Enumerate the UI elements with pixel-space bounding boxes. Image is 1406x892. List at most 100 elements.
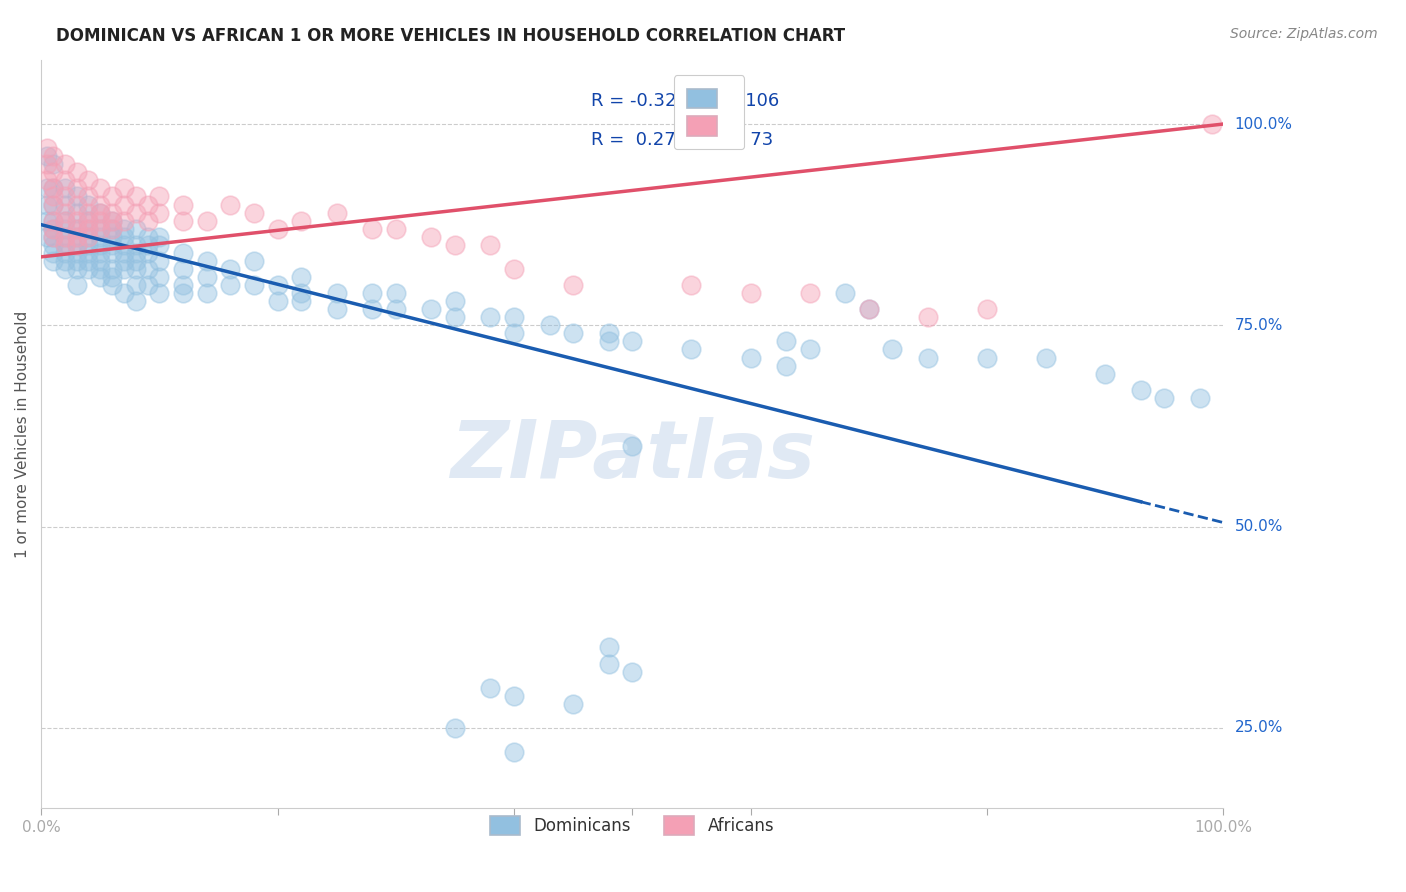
Text: R =  0.272   N =  73: R = 0.272 N = 73 bbox=[591, 131, 773, 149]
Point bbox=[420, 302, 443, 317]
Point bbox=[101, 278, 124, 293]
Point bbox=[42, 165, 65, 179]
Point bbox=[65, 205, 87, 219]
Point bbox=[53, 229, 76, 244]
Point bbox=[136, 278, 159, 293]
Point bbox=[101, 213, 124, 227]
Point bbox=[385, 286, 408, 301]
Point bbox=[1129, 383, 1152, 397]
Point bbox=[65, 221, 87, 235]
Text: 50.0%: 50.0% bbox=[1234, 519, 1282, 534]
Point bbox=[35, 229, 58, 244]
Point bbox=[775, 334, 797, 349]
Point bbox=[266, 278, 288, 293]
Point bbox=[53, 157, 76, 171]
Text: R = -0.323   N = 106: R = -0.323 N = 106 bbox=[591, 92, 779, 110]
Point bbox=[53, 262, 76, 277]
Point bbox=[112, 181, 135, 195]
Point bbox=[65, 237, 87, 252]
Point bbox=[53, 213, 76, 227]
Point bbox=[53, 237, 76, 252]
Point bbox=[89, 205, 111, 219]
Point bbox=[219, 197, 242, 211]
Point bbox=[35, 197, 58, 211]
Point bbox=[42, 189, 65, 203]
Point bbox=[77, 253, 100, 268]
Point bbox=[976, 351, 998, 365]
Point bbox=[598, 640, 620, 655]
Point bbox=[42, 197, 65, 211]
Point bbox=[42, 213, 65, 227]
Point bbox=[42, 221, 65, 235]
Point bbox=[112, 286, 135, 301]
Point bbox=[42, 181, 65, 195]
Point bbox=[148, 189, 170, 203]
Point bbox=[125, 205, 148, 219]
Point bbox=[53, 197, 76, 211]
Point bbox=[42, 149, 65, 163]
Point bbox=[266, 221, 288, 235]
Point bbox=[858, 302, 880, 317]
Text: 100.0%: 100.0% bbox=[1234, 117, 1292, 131]
Point bbox=[195, 213, 218, 227]
Point bbox=[172, 245, 194, 260]
Text: 25.0%: 25.0% bbox=[1234, 721, 1282, 735]
Point bbox=[77, 173, 100, 187]
Point bbox=[148, 253, 170, 268]
Point bbox=[621, 665, 644, 679]
Point bbox=[89, 181, 111, 195]
Text: ZIPatlas: ZIPatlas bbox=[450, 417, 815, 495]
Point bbox=[243, 253, 266, 268]
Point bbox=[65, 253, 87, 268]
Point bbox=[598, 334, 620, 349]
Point bbox=[172, 286, 194, 301]
Point bbox=[1153, 391, 1175, 405]
Point bbox=[172, 213, 194, 227]
Point bbox=[35, 181, 58, 195]
Point bbox=[243, 205, 266, 219]
Point bbox=[1094, 367, 1116, 381]
Point bbox=[479, 310, 502, 325]
Point bbox=[136, 213, 159, 227]
Point bbox=[53, 245, 76, 260]
Point bbox=[882, 343, 904, 357]
Point bbox=[858, 302, 880, 317]
Point bbox=[35, 157, 58, 171]
Point bbox=[65, 229, 87, 244]
Point bbox=[42, 213, 65, 227]
Point bbox=[53, 181, 76, 195]
Point bbox=[136, 245, 159, 260]
Point bbox=[77, 221, 100, 235]
Point bbox=[834, 286, 856, 301]
Point bbox=[562, 326, 585, 341]
Point bbox=[681, 278, 703, 293]
Point bbox=[136, 229, 159, 244]
Point bbox=[325, 302, 347, 317]
Point bbox=[136, 237, 159, 252]
Point bbox=[503, 745, 526, 759]
Point bbox=[101, 245, 124, 260]
Point bbox=[325, 286, 347, 301]
Point bbox=[361, 221, 384, 235]
Point bbox=[77, 221, 100, 235]
Point bbox=[740, 351, 762, 365]
Point bbox=[172, 262, 194, 277]
Point bbox=[101, 213, 124, 227]
Point bbox=[42, 181, 65, 195]
Point bbox=[125, 189, 148, 203]
Point bbox=[42, 237, 65, 252]
Point bbox=[112, 262, 135, 277]
Point bbox=[89, 270, 111, 285]
Point bbox=[35, 149, 58, 163]
Point bbox=[503, 262, 526, 277]
Point bbox=[42, 245, 65, 260]
Point bbox=[148, 270, 170, 285]
Point bbox=[112, 221, 135, 235]
Point bbox=[195, 286, 218, 301]
Point bbox=[125, 221, 148, 235]
Point bbox=[775, 359, 797, 373]
Point bbox=[598, 657, 620, 671]
Point bbox=[172, 197, 194, 211]
Point bbox=[112, 253, 135, 268]
Point bbox=[799, 286, 821, 301]
